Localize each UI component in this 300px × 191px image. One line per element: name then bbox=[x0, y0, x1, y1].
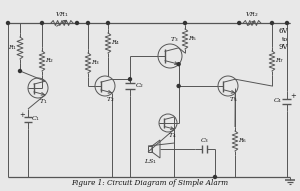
Text: R$_2$: R$_2$ bbox=[45, 57, 55, 66]
Circle shape bbox=[271, 22, 274, 24]
Circle shape bbox=[7, 22, 10, 24]
Text: +: + bbox=[290, 92, 296, 100]
Text: R$_1$: R$_1$ bbox=[8, 44, 18, 53]
Text: R$_3$: R$_3$ bbox=[92, 59, 100, 67]
Text: R$_6$: R$_6$ bbox=[238, 137, 247, 146]
Circle shape bbox=[177, 84, 180, 87]
Circle shape bbox=[19, 70, 22, 73]
Text: LS$_1$: LS$_1$ bbox=[143, 158, 157, 166]
Text: T$_5$: T$_5$ bbox=[229, 96, 237, 104]
Text: C$_1$: C$_1$ bbox=[32, 115, 40, 123]
Circle shape bbox=[238, 22, 241, 24]
Text: T$_2$: T$_2$ bbox=[106, 96, 114, 104]
Text: C$_3$: C$_3$ bbox=[200, 137, 210, 146]
Text: R$_7$: R$_7$ bbox=[275, 57, 285, 66]
Text: VR$_1$: VR$_1$ bbox=[55, 11, 69, 19]
Circle shape bbox=[286, 22, 289, 24]
Text: 9V: 9V bbox=[278, 43, 288, 51]
Text: T$_4$: T$_4$ bbox=[168, 132, 176, 140]
Circle shape bbox=[184, 22, 187, 24]
Text: T$_3$: T$_3$ bbox=[170, 36, 178, 45]
Text: 6V: 6V bbox=[278, 27, 288, 35]
Circle shape bbox=[106, 22, 110, 24]
Text: +: + bbox=[19, 111, 25, 119]
Circle shape bbox=[40, 22, 43, 24]
Text: T$_1$: T$_1$ bbox=[39, 98, 47, 106]
Circle shape bbox=[177, 63, 180, 66]
Circle shape bbox=[128, 78, 131, 81]
Circle shape bbox=[86, 22, 89, 24]
Text: to: to bbox=[282, 36, 288, 41]
Text: C$_2$: C$_2$ bbox=[135, 82, 145, 91]
Bar bbox=[148, 146, 152, 152]
Text: Figure 1: Circuit Diagram of Simple Alarm: Figure 1: Circuit Diagram of Simple Alar… bbox=[71, 179, 229, 187]
Text: R$_4$: R$_4$ bbox=[111, 39, 121, 47]
Text: C$_4$: C$_4$ bbox=[273, 96, 283, 105]
Circle shape bbox=[76, 22, 79, 24]
Text: VR$_2$: VR$_2$ bbox=[245, 11, 259, 19]
Circle shape bbox=[214, 176, 217, 179]
Text: R$_5$: R$_5$ bbox=[188, 35, 198, 43]
